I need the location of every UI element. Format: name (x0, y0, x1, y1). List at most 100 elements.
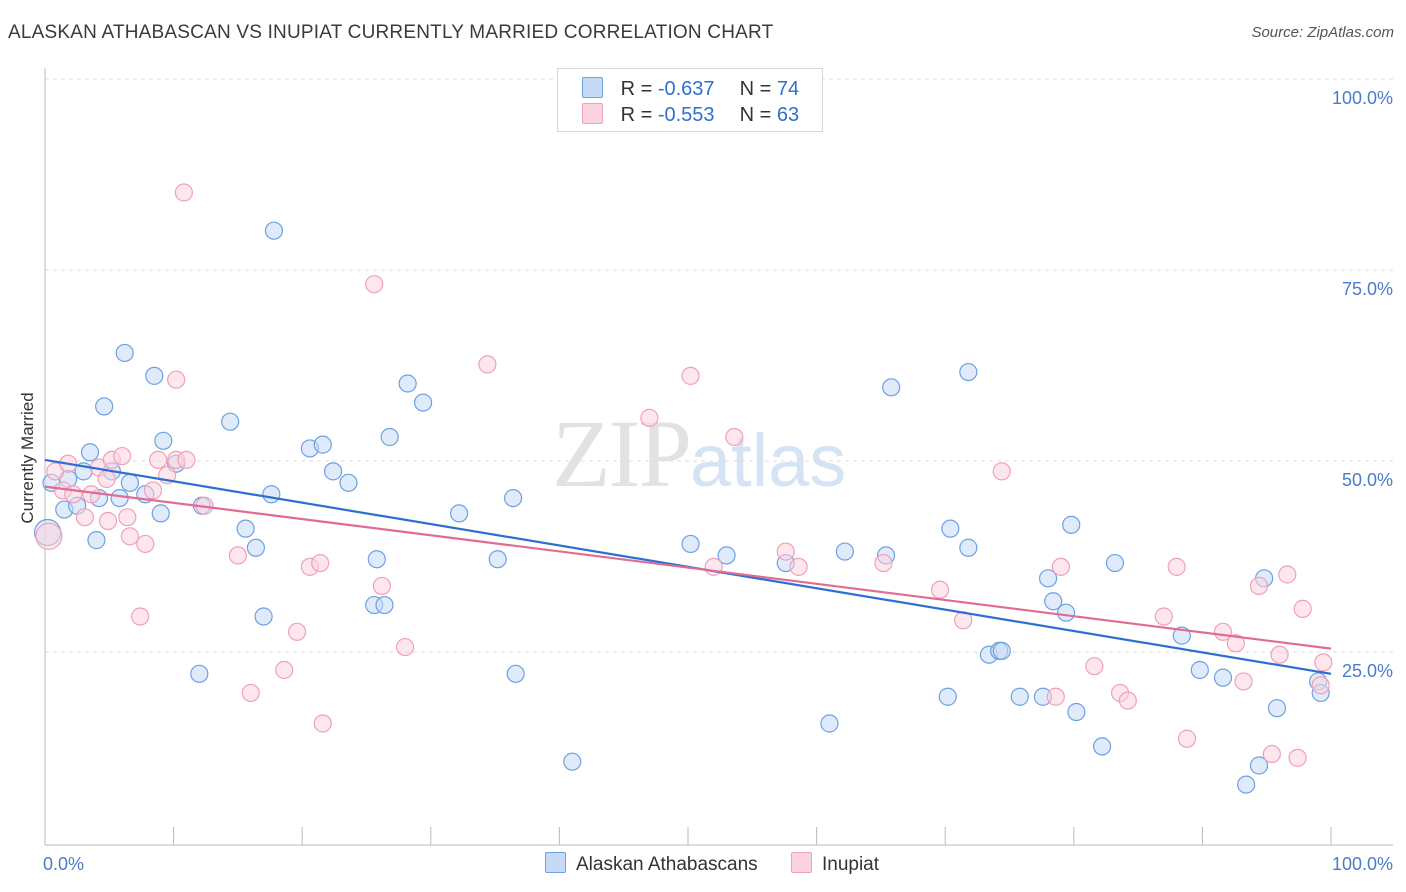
data-point (254, 607, 273, 626)
data-point (131, 607, 150, 626)
trend-lines (44, 458, 1332, 675)
data-point (95, 397, 114, 416)
data-point (110, 489, 129, 508)
data-point (167, 370, 186, 389)
data-point (789, 557, 808, 576)
legend-swatch-athabascans (545, 852, 566, 873)
x-tick-label: 0.0% (43, 854, 84, 874)
legend-swatch-athabascan (582, 77, 603, 98)
data-point (313, 435, 332, 454)
legend-r-value: -0.553 (657, 104, 715, 126)
y-axis-label: Currently Married (18, 392, 37, 523)
data-point (177, 450, 196, 469)
data-point (1085, 657, 1104, 676)
data-point (1314, 653, 1333, 672)
data-point (1267, 699, 1287, 718)
legend-item-athabascans[interactable]: Alaskan Athabascans (545, 852, 758, 876)
data-point (938, 687, 957, 706)
data-point (1190, 660, 1209, 680)
data-point (992, 641, 1011, 661)
data-point (149, 450, 168, 469)
data-point (1046, 687, 1065, 706)
correlation-legend: R = -0.637 N = 74 R = -0.553 N = 63 (557, 68, 823, 132)
data-point (1118, 691, 1137, 710)
legend-r-label: R = (620, 104, 653, 126)
data-point (835, 542, 854, 561)
data-point (241, 683, 260, 703)
legend-item-inupiat[interactable]: Inupiat (790, 852, 880, 876)
data-point (323, 462, 343, 481)
data-point (275, 660, 294, 680)
data-point (1056, 603, 1076, 622)
data-point (1154, 607, 1173, 626)
data-point (1249, 756, 1269, 775)
chart-title: ALASKAN ATHABASCAN VS INUPIAT CURRENTLY … (8, 22, 774, 43)
legend-r-label: R = (620, 78, 653, 100)
trend-line-inupiat (44, 485, 1332, 650)
data-point (367, 550, 386, 569)
data-point (398, 374, 417, 393)
data-point (1177, 729, 1197, 748)
data-point (120, 473, 139, 492)
data-point (375, 595, 394, 615)
data-point (154, 431, 173, 450)
data-point (35, 522, 63, 550)
data-point (365, 275, 384, 294)
y-tick-label: 50.0% (1342, 470, 1393, 490)
data-point (874, 553, 893, 573)
data-point (75, 508, 94, 527)
data-point (1044, 592, 1063, 611)
data-point (98, 511, 118, 531)
legend-swatch-inupiat (790, 852, 812, 873)
data-point (1288, 748, 1307, 767)
data-point (97, 469, 116, 489)
legend-label-athabascans: Alaskan Athabascans (576, 854, 758, 875)
legend-swatch-inupiat (582, 103, 603, 124)
y-tick-label: 75.0% (1342, 279, 1393, 299)
data-point (930, 580, 950, 599)
legend-row-inupiat: R = -0.553 N = 63 (582, 103, 799, 129)
data-point (1062, 515, 1081, 534)
data-point (959, 538, 978, 557)
data-point (717, 546, 736, 565)
y-tick-label: 100.0% (1332, 88, 1393, 108)
data-point (380, 427, 399, 447)
data-point (228, 546, 247, 565)
data-point (190, 664, 209, 683)
data-point (1226, 634, 1245, 653)
data-point (1278, 565, 1297, 584)
data-point (1249, 576, 1269, 596)
data-point (246, 538, 266, 557)
legend-n-value: 74 (776, 78, 800, 100)
data-point (221, 412, 240, 431)
data-point (264, 221, 284, 240)
x-tick-label: 100.0% (1332, 854, 1393, 874)
legend-label-inupiat: Inupiat (821, 854, 880, 875)
series-alaskan-athabascans (33, 221, 1330, 794)
data-point (1270, 645, 1289, 664)
data-point (725, 427, 744, 447)
legend-n-value: 63 (776, 104, 800, 126)
series-legend: Alaskan Athabascans Inupiat (545, 852, 907, 876)
data-point (1051, 557, 1071, 576)
data-point (1038, 569, 1058, 588)
data-point (1234, 672, 1253, 691)
data-point (236, 519, 255, 538)
axes (44, 68, 1393, 846)
legend-r-value: -0.637 (657, 78, 715, 100)
data-point (136, 534, 155, 554)
series-inupiat (35, 183, 1333, 767)
data-point (118, 508, 137, 527)
data-point (449, 504, 469, 523)
data-point (339, 473, 358, 492)
legend-row-athabascan: R = -0.637 N = 74 (582, 77, 799, 103)
data-point (372, 576, 392, 596)
data-point (413, 393, 433, 412)
data-point (115, 343, 134, 363)
data-point (681, 534, 700, 554)
data-point (640, 408, 659, 427)
data-point (776, 542, 795, 561)
chart-source: Source: ZipAtlas.com (1251, 24, 1394, 41)
data-point (1105, 553, 1125, 573)
